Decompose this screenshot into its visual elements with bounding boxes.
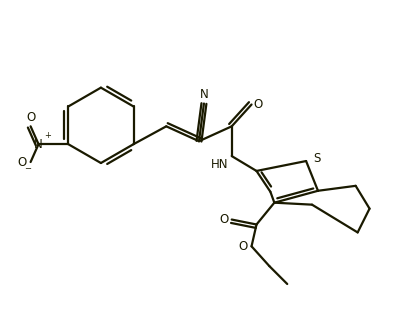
Text: O: O [254, 98, 263, 111]
Text: +: + [45, 131, 51, 140]
Text: O: O [26, 111, 35, 124]
Text: HN: HN [211, 157, 229, 171]
Text: N: N [34, 138, 43, 151]
Text: N: N [200, 88, 208, 101]
Text: O: O [219, 213, 229, 226]
Text: −: − [24, 164, 31, 174]
Text: S: S [313, 151, 320, 165]
Text: O: O [17, 155, 26, 169]
Text: O: O [238, 240, 247, 253]
